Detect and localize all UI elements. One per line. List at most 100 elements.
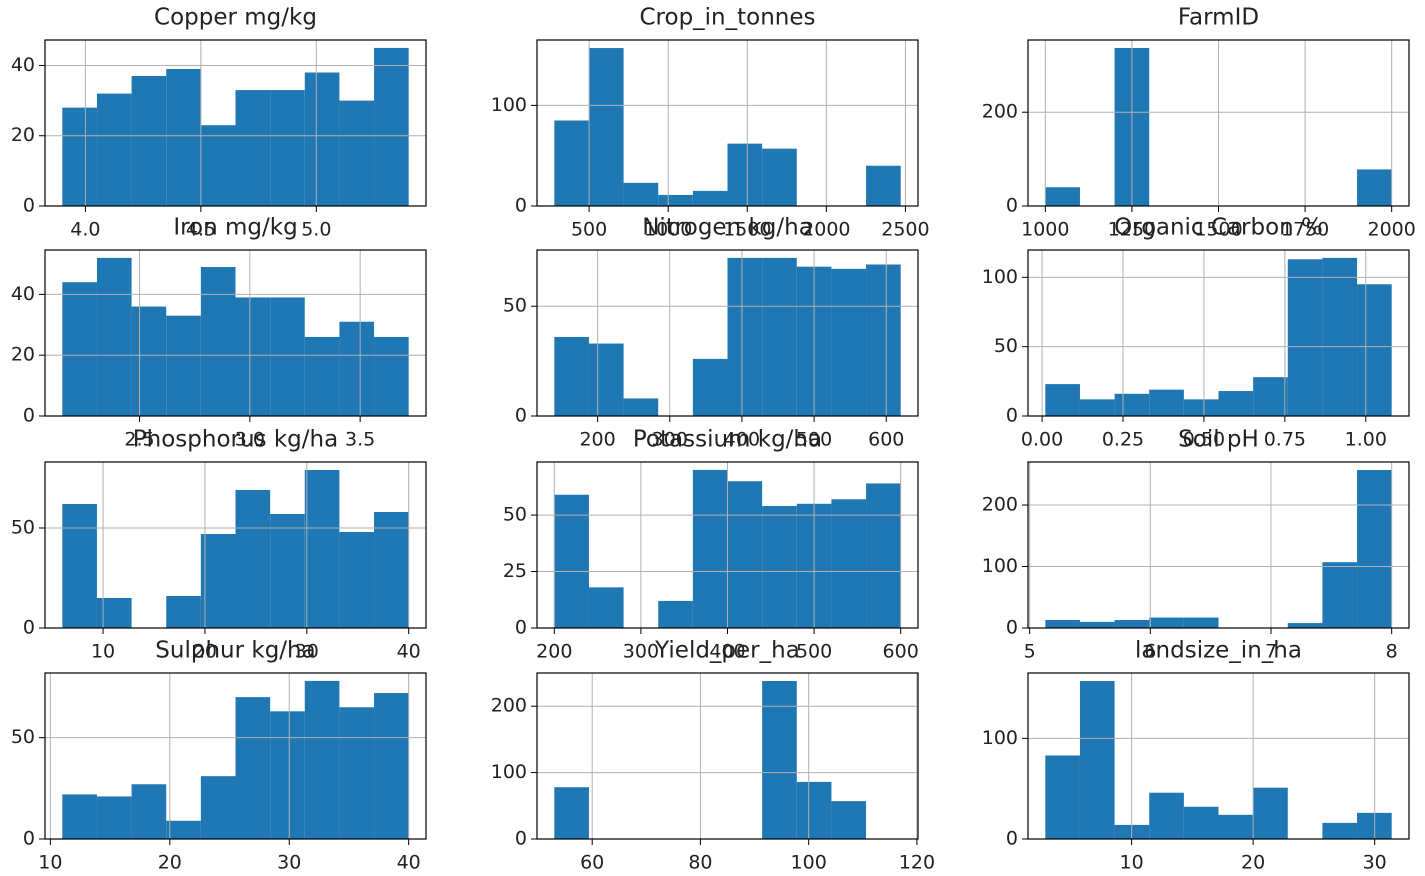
bar — [1357, 169, 1392, 206]
chart-title: Sulphur kg/ha — [155, 638, 315, 664]
bar — [866, 165, 901, 206]
x-tick-label: 200 — [579, 429, 615, 451]
y-tick-label: 0 — [515, 195, 527, 217]
bar — [62, 107, 97, 206]
x-tick-label: 4.5 — [186, 219, 216, 241]
x-tick-label: 400 — [709, 641, 745, 663]
x-tick-label: 600 — [868, 429, 904, 451]
bar — [1183, 399, 1219, 416]
bar — [1218, 814, 1254, 839]
bar — [1253, 377, 1288, 416]
bar — [235, 90, 271, 206]
x-tick-label: 20 — [1241, 852, 1265, 874]
y-tick-label: 0 — [23, 405, 35, 427]
x-tick-label: 2000 — [1368, 219, 1416, 241]
x-tick-label: 2500 — [881, 219, 929, 241]
x-tick-label: 10 — [1120, 852, 1144, 874]
y-tick-label: 100 — [491, 94, 527, 116]
bar — [1357, 469, 1392, 628]
bar — [692, 469, 728, 628]
x-tick-label: 20 — [193, 641, 217, 663]
bar — [623, 182, 659, 206]
bar — [554, 120, 589, 206]
y-tick-label: 200 — [491, 695, 527, 717]
x-tick-label: 30 — [295, 641, 319, 663]
x-tick-label: 1250 — [1108, 219, 1156, 241]
axes-frame — [1027, 39, 1410, 207]
bar — [831, 801, 867, 839]
x-tick-label: 7 — [1265, 641, 1277, 663]
bar — [762, 506, 797, 628]
bar — [831, 499, 867, 628]
bar — [304, 72, 340, 207]
bar — [727, 481, 763, 628]
y-tick-label: 0 — [1006, 617, 1018, 639]
bar — [1322, 822, 1358, 839]
y-tick-label: 50 — [994, 335, 1018, 357]
bar — [762, 680, 797, 839]
axes-frame — [536, 249, 919, 417]
axes-frame — [536, 39, 919, 207]
y-tick-label: 0 — [1006, 828, 1018, 850]
chart-title: Iron mg/kg — [173, 215, 297, 241]
axes-frame — [536, 461, 919, 629]
bar — [200, 125, 236, 206]
bar — [762, 148, 797, 206]
x-tick-label: 30 — [1363, 852, 1387, 874]
bar — [166, 68, 201, 206]
bar — [866, 264, 901, 416]
x-tick-label: 3.5 — [345, 429, 375, 451]
bar — [62, 282, 97, 416]
bar — [1045, 384, 1080, 416]
x-tick-label: 3.0 — [235, 429, 265, 451]
bar — [1287, 259, 1323, 416]
y-tick-label: 200 — [982, 101, 1018, 123]
axes-frame — [536, 672, 919, 840]
chart-title: FarmID — [1178, 5, 1259, 31]
bar — [374, 336, 409, 416]
bar — [270, 711, 305, 839]
bar — [96, 598, 132, 628]
bar — [235, 490, 271, 628]
y-tick-label: 0 — [1006, 405, 1018, 427]
bar — [166, 596, 201, 628]
chart-title: Organic Carbon % — [1114, 215, 1323, 241]
bar — [304, 470, 340, 628]
axes-frame — [44, 39, 427, 207]
chart-title: landsize_in_ha — [1135, 638, 1302, 664]
bar — [304, 336, 340, 416]
bar — [588, 343, 624, 416]
x-tick-label: 1500 — [1194, 219, 1242, 241]
bar — [1149, 389, 1184, 416]
bar — [339, 100, 375, 206]
bar — [339, 707, 375, 839]
x-tick-label: 60 — [580, 852, 604, 874]
bar — [1183, 617, 1219, 628]
x-tick-label: 1000 — [644, 219, 692, 241]
chart-title: Potassium kg/ha — [633, 427, 822, 453]
bar — [96, 257, 132, 416]
x-tick-label: 0.50 — [1183, 429, 1225, 451]
bar — [131, 76, 167, 206]
x-tick-label: 0.00 — [1021, 429, 1063, 451]
y-tick-label: 0 — [515, 617, 527, 639]
bar — [692, 190, 728, 206]
bar — [304, 680, 340, 839]
bar — [374, 47, 409, 207]
x-tick-label: 2.5 — [124, 429, 154, 451]
bar — [96, 796, 132, 839]
bar — [374, 512, 409, 628]
x-tick-label: 0.75 — [1264, 429, 1306, 451]
chart-title: Nitrogen kg/ha — [642, 215, 813, 241]
x-tick-label: 1750 — [1281, 219, 1329, 241]
axes-frame — [1027, 672, 1410, 840]
bar — [131, 784, 167, 839]
y-tick-label: 0 — [1006, 195, 1018, 217]
bar — [96, 93, 132, 206]
x-tick-label: 500 — [796, 429, 832, 451]
bar — [62, 794, 97, 839]
y-tick-label: 50 — [11, 517, 35, 539]
bar — [1253, 787, 1288, 839]
bar — [831, 268, 867, 416]
